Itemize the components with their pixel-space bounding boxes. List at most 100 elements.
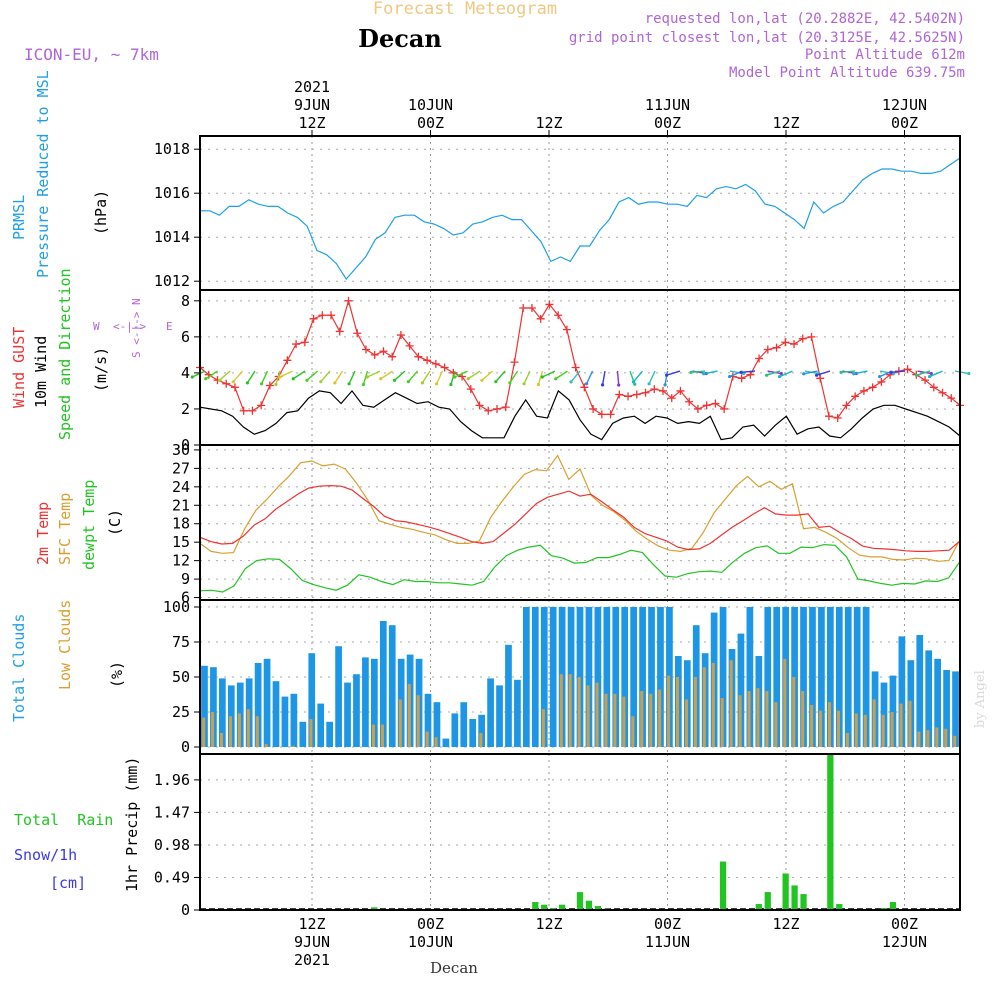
gust-marker: [475, 401, 484, 410]
bottom-time-label: 9JUN: [294, 933, 330, 951]
gust-marker: [807, 332, 816, 341]
wind-arrow-head: [494, 380, 498, 384]
wind-direction-arrow: [320, 370, 331, 383]
y-tick-label: 18: [172, 515, 190, 533]
wind-direction-arrow: [421, 370, 431, 384]
wind-arrow-head: [204, 377, 208, 381]
wind-arrow-head: [569, 380, 573, 384]
gust-marker: [396, 331, 405, 340]
gust-marker: [292, 340, 301, 349]
wind-arrow-head: [665, 373, 669, 377]
total-cloud-bar: [469, 719, 477, 747]
total-cloud-bar: [737, 633, 745, 747]
gust-marker: [344, 296, 353, 305]
gust-marker: [440, 363, 449, 372]
gust-marker: [571, 363, 580, 372]
wind-direction-arrow: [616, 371, 620, 386]
gust-marker: [493, 404, 502, 413]
wind-direction-arrow: [435, 370, 444, 385]
y-tick-label: 15: [172, 533, 190, 551]
wind-direction-arrow: [537, 370, 544, 385]
low-cloud-label: Low Clouds: [56, 600, 74, 690]
wind-arrow-head: [839, 370, 843, 374]
top-time-label: 2021: [294, 78, 330, 96]
wind-direction-arrow: [393, 370, 406, 381]
wind-arrow-head: [647, 382, 651, 386]
low-cloud-bar: [756, 688, 760, 747]
y-tick-label: 50: [172, 668, 190, 686]
wind-direction-arrow: [367, 370, 381, 378]
gust-marker: [484, 406, 493, 415]
low-cloud-bar: [944, 728, 948, 747]
low-cloud-bar: [541, 709, 545, 747]
y-tick-label: 9: [181, 570, 190, 588]
wind-arrow-head: [633, 382, 637, 386]
bottom-time-label: 12JUN: [882, 933, 927, 951]
gust-marker: [676, 386, 685, 395]
y-tick-label: 0.98: [154, 836, 190, 854]
low-cloud-bar: [595, 682, 599, 747]
wind-direction-arrow: [495, 370, 506, 383]
wind-arrow-head: [420, 381, 424, 385]
gust-marker: [230, 383, 239, 392]
panel-frame: [199, 289, 961, 446]
gust-marker: [309, 314, 318, 323]
total-cloud-bar: [460, 702, 468, 747]
wind-direction-arrow: [450, 370, 456, 385]
wind-direction-arrow: [218, 370, 231, 381]
sfc-temp-line: [199, 454, 961, 562]
gust-marker: [903, 365, 912, 374]
gust-marker: [519, 304, 528, 313]
low-cloud-bar: [264, 744, 268, 747]
low-cloud-bar: [407, 684, 411, 747]
location-title: Decan: [358, 24, 442, 53]
bottom-time-label: 2021: [294, 951, 330, 969]
wind-arrow-head: [434, 382, 439, 386]
rain-bar: [371, 907, 378, 910]
gust-marker: [667, 394, 676, 403]
wind-direction-arrow: [275, 370, 281, 385]
total-cloud-label: Total Clouds: [10, 614, 28, 722]
low-cloud-bar: [738, 695, 742, 747]
low-cloud-bar: [604, 693, 608, 747]
low-cloud-bar: [917, 731, 921, 747]
gust-marker: [868, 383, 877, 392]
gridpoint-coords: grid point closest lon,lat (20.3125E, 42…: [569, 30, 965, 46]
total-cloud-bar: [835, 607, 843, 747]
low-cloud-bar: [845, 733, 849, 747]
rain-bar: [791, 885, 798, 910]
gust-marker: [597, 410, 606, 419]
wind-arrow-head: [584, 382, 589, 386]
low-cloud-bar: [202, 717, 206, 747]
total-cloud-bar: [800, 607, 807, 747]
wind-arrow-head: [361, 382, 366, 387]
wind-arrow-head: [779, 371, 783, 376]
rain-bar: [541, 904, 548, 910]
total-cloud-bar: [549, 607, 557, 747]
wind-arrow-head: [778, 374, 782, 379]
total-cloud-bar: [719, 607, 727, 747]
gust-marker: [431, 359, 440, 368]
gust-marker: [763, 345, 772, 354]
wind-direction-arrow: [840, 370, 856, 374]
top-time-label: 12JUN: [882, 96, 927, 114]
wind-direction-arrow: [954, 370, 969, 375]
wind-arrow-head: [379, 377, 383, 381]
marks-layer: [190, 157, 971, 910]
precip-axis-label: 1hr Precip (mm): [123, 757, 141, 892]
wind-arrow-head: [802, 372, 806, 376]
gust-marker: [527, 304, 536, 313]
total-cloud-bar: [442, 738, 450, 747]
wind-arrow-head: [878, 374, 882, 379]
wind-direction-arrow: [703, 370, 718, 375]
y-tick-label: 100: [163, 598, 190, 616]
wind-arrow-head: [967, 371, 971, 376]
total-cloud-bar: [219, 678, 226, 747]
total-cloud-bar: [630, 607, 637, 747]
total-cloud-bar: [299, 721, 307, 747]
wind-direction-arrow: [690, 370, 706, 374]
y-tick-label: 30: [172, 441, 190, 459]
y-tick-label: 25: [172, 703, 190, 721]
wind-direction-arrow: [853, 370, 868, 375]
